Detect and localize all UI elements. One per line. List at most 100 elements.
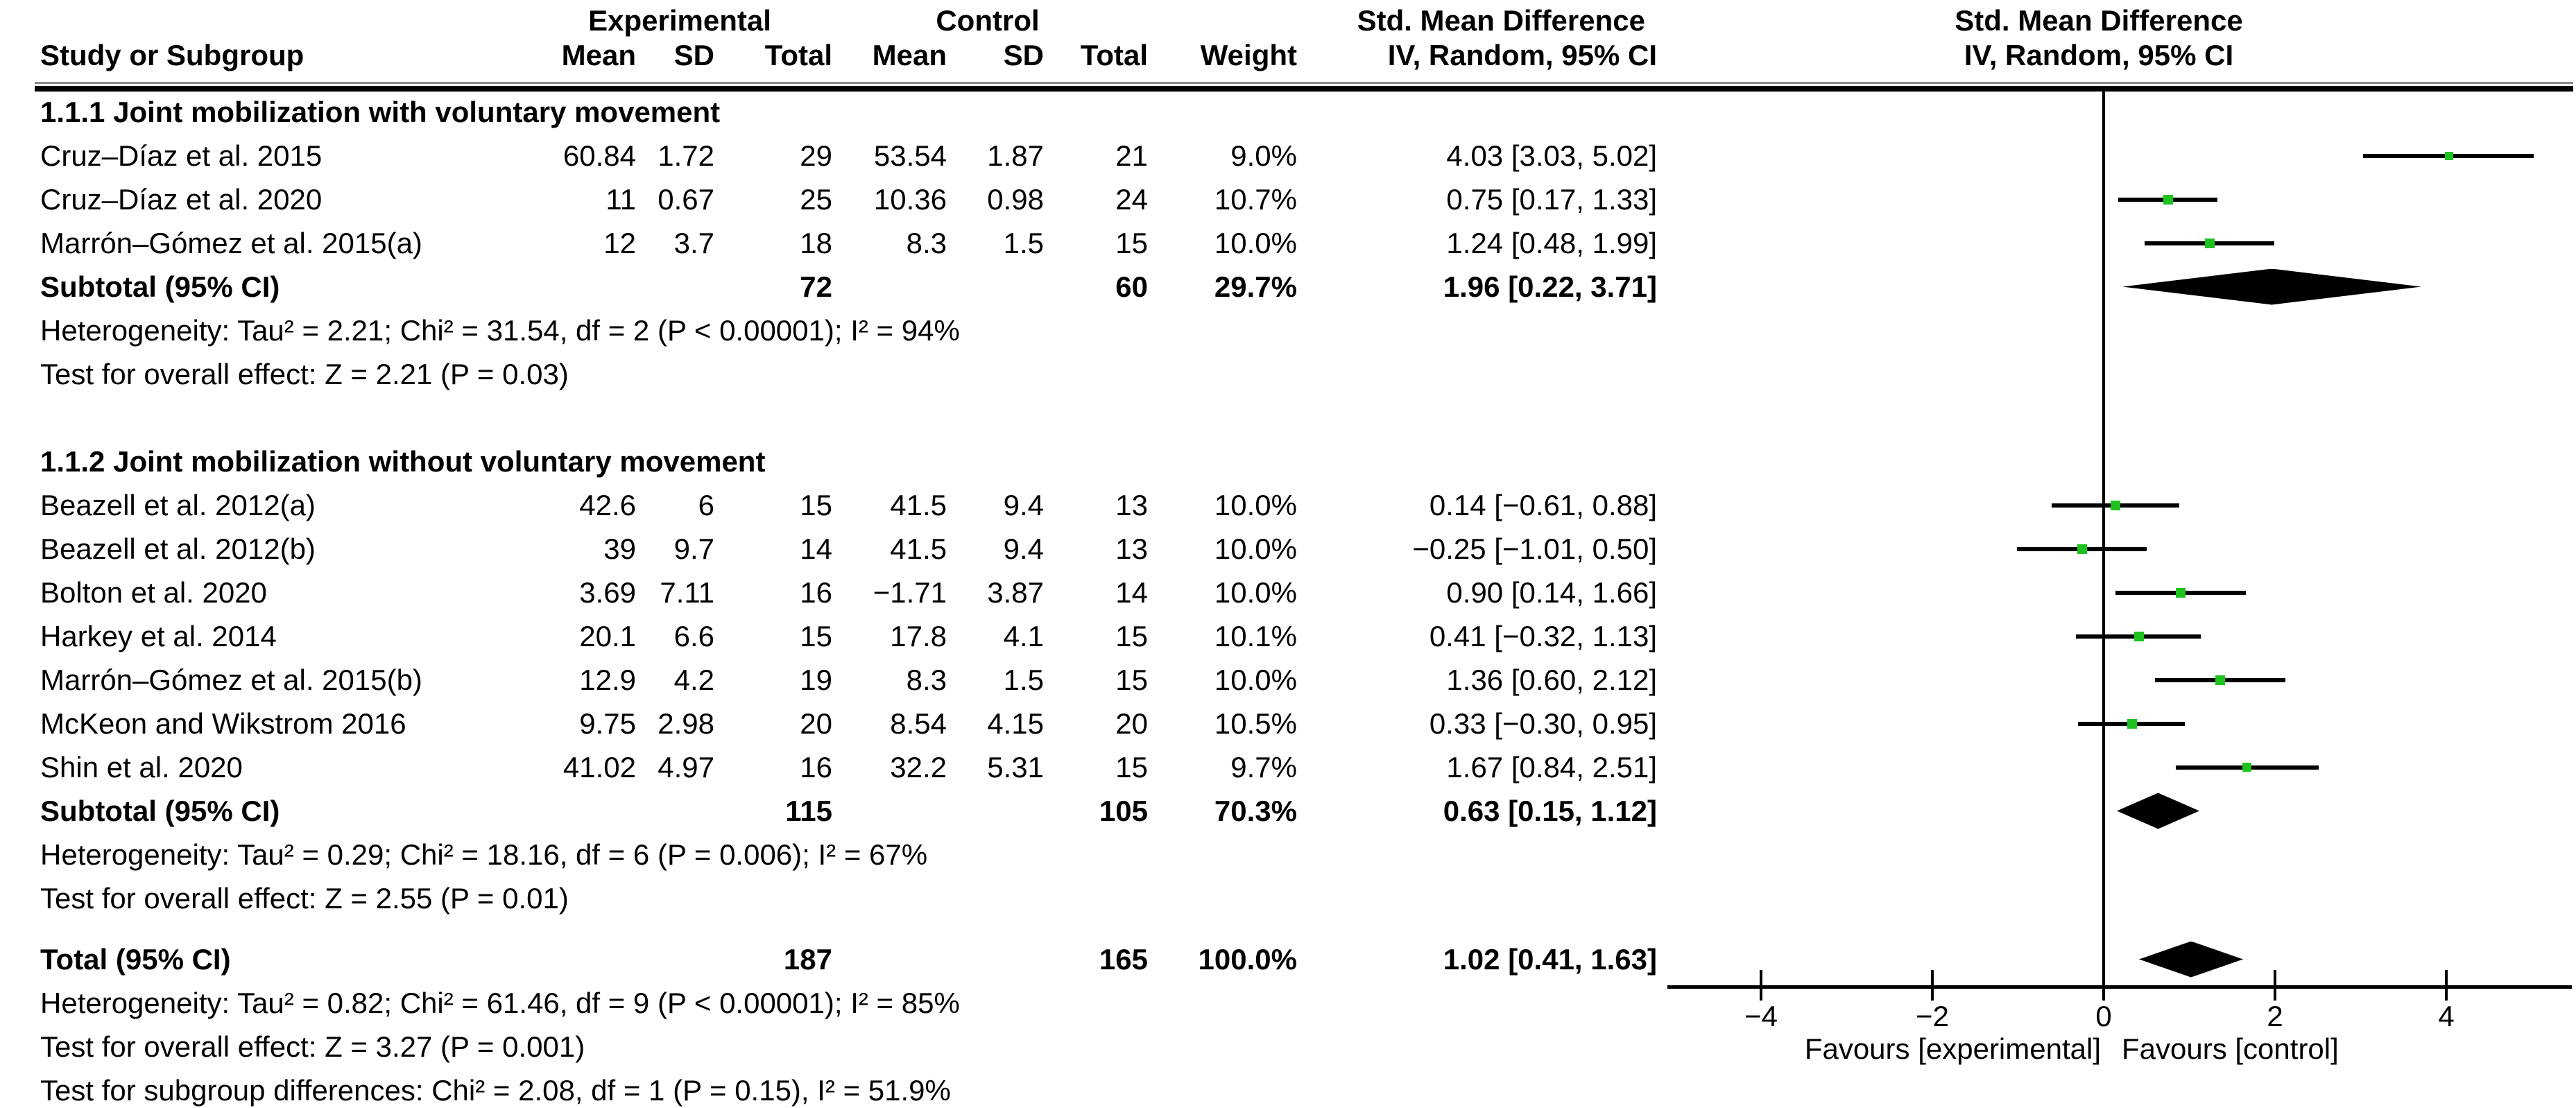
subtotal-label: Subtotal (95% CI)	[40, 270, 280, 303]
column-header-ctl-total: Total	[1080, 39, 1148, 71]
weight-value: 10.0%	[1214, 227, 1297, 259]
exp-total: 20	[800, 707, 832, 740]
ci-text: 1.36 [0.60, 2.12]	[1446, 664, 1657, 696]
effect-marker	[2127, 718, 2137, 729]
ctl-total: 15	[1115, 751, 1148, 784]
ci-text: 1.67 [0.84, 2.51]	[1446, 751, 1657, 784]
weight-value: 10.1%	[1214, 620, 1297, 652]
ctl-sd: 1.5	[1003, 227, 1044, 259]
study-row: Cruz–Díaz et al. 2015 60.84 1.72 29 53.54 1.8…	[0, 134, 1657, 178]
exp-sd: 4.97	[658, 751, 714, 784]
study-label: Beazell et al. 2012(a)	[40, 489, 316, 521]
note-row: Test for overall effect: Z = 3.27 (P = 0…	[40, 1030, 585, 1063]
note-row: Heterogeneity: Tau² = 0.29; Chi² = 18.16…	[40, 838, 928, 871]
ci-text: 4.03 [3.03, 5.02]	[1446, 139, 1657, 172]
ctl-total: 15	[1115, 664, 1148, 696]
exp-mean: 20.1	[579, 620, 636, 652]
ctl-mean: 8.3	[906, 664, 947, 696]
column-header-ci-left: IV, Random, 95% CI	[1387, 39, 1657, 71]
group-header-smd-right: Std. Mean Difference	[1955, 4, 2243, 37]
effect-marker	[2176, 587, 2186, 598]
ci-text: 0.41 [−0.32, 1.13]	[1429, 620, 1657, 652]
note-row: Test for overall effect: Z = 2.55 (P = 0…	[40, 882, 569, 915]
table-cell	[541, 265, 636, 309]
exp-sd: 6	[698, 489, 714, 521]
table-rows: 1.1.1 Joint mobilization with voluntary …	[0, 90, 1657, 1108]
group-header-smd-left: Std. Mean Difference	[1357, 4, 1645, 37]
weight-value: 10.0%	[1214, 533, 1297, 565]
study-label: Cruz–Díaz et al. 2015	[40, 139, 323, 172]
ctl-total: 15	[1115, 227, 1148, 259]
exp-total: 15	[800, 620, 832, 652]
weight-value: 10.5%	[1214, 707, 1297, 740]
ci-text: 0.75 [0.17, 1.33]	[1446, 183, 1657, 216]
study-label: Beazell et al. 2012(b)	[40, 533, 316, 565]
ctl-sd: 0.98	[987, 183, 1044, 216]
ctl-total: 13	[1115, 489, 1148, 521]
column-header-exp-sd: SD	[673, 39, 714, 71]
table-cell	[832, 789, 947, 833]
ctl-mean: 32.2	[890, 751, 947, 784]
exp-total: 19	[800, 664, 832, 696]
pooled-diamond	[2139, 941, 2243, 978]
study-label: Marrón–Gómez et al. 2015(a)	[40, 227, 422, 259]
column-header-ctl-mean: Mean	[872, 39, 947, 71]
exp-mean: 12.9	[579, 664, 636, 696]
ci-text: 0.33 [−0.30, 0.95]	[1429, 707, 1657, 740]
ci-text: 0.63 [0.15, 1.12]	[1443, 795, 1657, 827]
exp-mean: 42.6	[579, 489, 636, 521]
effect-marker	[2205, 238, 2215, 248]
exp-total: 29	[800, 139, 832, 172]
ctl-mean: 53.54	[873, 139, 947, 172]
table-cell	[947, 265, 1044, 309]
exp-total: 25	[800, 183, 832, 216]
weight-value: 29.7%	[1214, 270, 1297, 303]
exp-mean: 60.84	[563, 139, 636, 172]
exp-sd: 0.67	[658, 183, 714, 216]
exp-mean: 12	[603, 227, 636, 259]
exp-mean: 41.02	[563, 751, 636, 784]
favours-right-label: Favours [control]	[2122, 1032, 2339, 1065]
ci-text: 1.24 [0.48, 1.99]	[1446, 227, 1657, 259]
exp-sd: 7.11	[660, 576, 714, 609]
study-row: Bolton et al. 2020 3.69 7.11 16 −1.71 3.87 14 1…	[0, 571, 1657, 614]
study-label: Shin et al. 2020	[40, 751, 243, 784]
ctl-mean: 41.5	[890, 489, 947, 521]
axis-line	[1667, 985, 2572, 989]
exp-total: 72	[800, 270, 832, 303]
ctl-sd: 4.1	[1003, 620, 1044, 652]
note-row: Heterogeneity: Tau² = 0.82; Chi² = 61.46…	[40, 987, 960, 1019]
ctl-sd: 5.31	[987, 751, 1044, 784]
exp-sd: 2.98	[658, 707, 714, 740]
study-label: Harkey et al. 2014	[40, 620, 277, 652]
weight-value: 100.0%	[1198, 943, 1297, 976]
study-row: Beazell et al. 2012(a) 42.6 6 15 41.5 9.4 13 10…	[0, 483, 1657, 527]
note-row: Test for subgroup differences: Chi² = 2.…	[40, 1074, 951, 1107]
ctl-total: 20	[1115, 707, 1148, 740]
axis-tick-label: 4	[2438, 1000, 2455, 1032]
axis-tick-label: 0	[2095, 1000, 2112, 1032]
note-row: Heterogeneity: Tau² = 2.21; Chi² = 31.54…	[40, 314, 960, 347]
ctl-mean: 10.36	[873, 183, 947, 216]
study-row: McKeon and Wikstrom 2016 9.75 2.98 20 8.54 4.…	[0, 702, 1657, 745]
exp-total: 115	[785, 795, 832, 827]
column-header-exp-total: Total	[764, 39, 832, 71]
subtotal-row: Subtotal (95% CI) 72 60 29.7% 1.96 [0.22, 3.…	[0, 265, 1657, 309]
exp-sd: 3.7	[673, 227, 714, 259]
total-row: Total (95% CI) 187 165 100.0% 1.02 [0.41, 1.…	[0, 937, 1657, 981]
ctl-sd: 1.5	[1003, 664, 1044, 696]
ctl-sd: 4.15	[987, 707, 1044, 740]
table-cell	[832, 265, 947, 309]
table-cell	[832, 937, 947, 981]
axis-tick	[2274, 970, 2276, 1001]
zero-line	[2102, 92, 2105, 989]
subgroup-header-row: 1.1.2 Joint mobilization without volunta…	[40, 445, 766, 478]
study-row: Beazell et al. 2012(b) 39 9.7 14 41.5 9.4 13 10…	[0, 527, 1657, 571]
exp-sd: 9.7	[673, 533, 714, 565]
weight-value: 10.7%	[1214, 183, 1297, 216]
exp-mean: 9.75	[579, 707, 636, 740]
ctl-mean: 8.3	[906, 227, 947, 259]
subgroup-header-row: 1.1.1 Joint mobilization with voluntary …	[40, 96, 721, 128]
exp-mean: 3.69	[579, 576, 636, 609]
